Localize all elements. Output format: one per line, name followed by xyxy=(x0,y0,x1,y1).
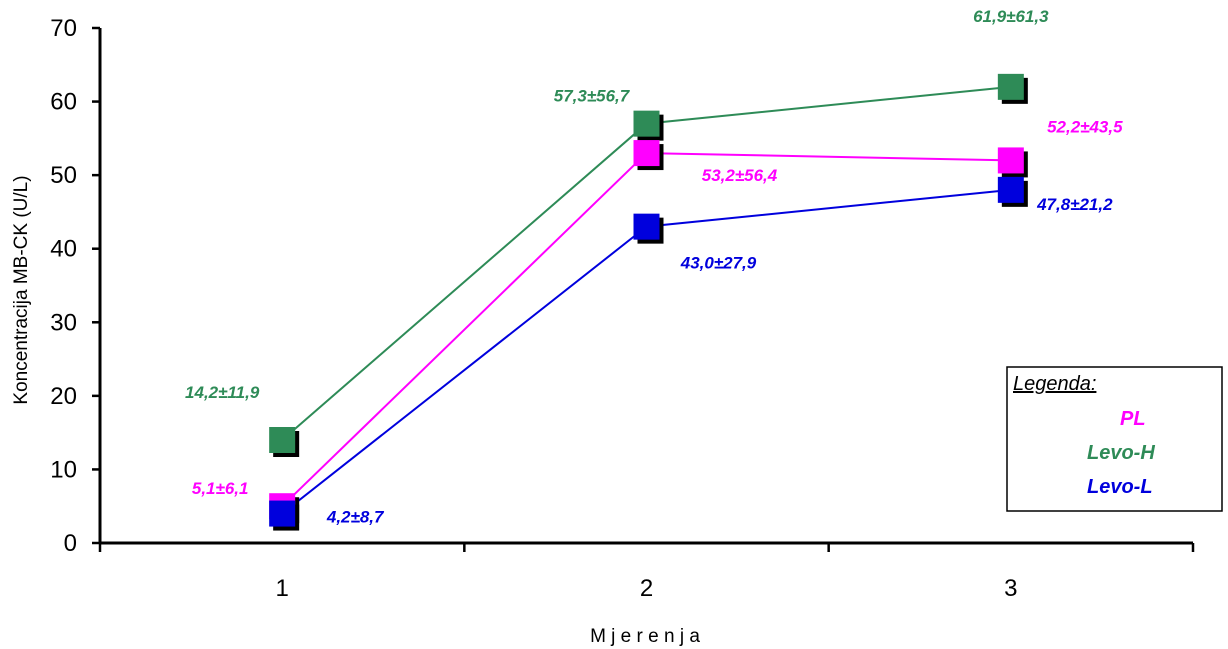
data-point-levo-l xyxy=(997,176,1024,203)
x-axis-title: M j e r e n j a xyxy=(590,626,700,647)
series-line-pl xyxy=(281,152,1011,507)
y-tick-label: 50 xyxy=(50,162,77,189)
data-label-levo-h: 57,3±56,7 xyxy=(554,87,631,106)
data-point-levo-l xyxy=(633,213,660,240)
data-labels: 14,2±11,9 57,3±56,7 61,9±61,3 5,1±6,1 53,2±5… xyxy=(185,7,1123,527)
legend-item-pl: PL xyxy=(1120,408,1146,430)
data-point-pl xyxy=(633,140,660,167)
x-tick-label: 2 xyxy=(640,575,653,602)
y-axis-title: Koncentracija MB-CK (U/L) xyxy=(11,175,32,404)
y-tick-label: 10 xyxy=(50,456,77,483)
x-tick-label: 1 xyxy=(275,575,288,602)
y-tick-label: 30 xyxy=(50,309,77,336)
legend-title: Legenda: xyxy=(1013,373,1096,395)
legend-item-levo-l: Levo-L xyxy=(1087,476,1153,498)
data-label-pl: 5,1±6,1 xyxy=(192,479,249,498)
y-tick-label: 60 xyxy=(50,89,77,116)
y-tick-label: 70 xyxy=(50,15,77,42)
data-label-pl: 53,2±56,4 xyxy=(702,166,778,185)
data-label-levo-l: 4,2±8,7 xyxy=(326,508,385,527)
data-point-levo-l xyxy=(269,500,296,527)
x-tick-label: 3 xyxy=(1004,575,1017,602)
data-label-pl: 52,2±43,5 xyxy=(1047,117,1123,136)
y-tick-label: 0 xyxy=(64,530,77,557)
legend-item-levo-h: Levo-H xyxy=(1087,442,1155,464)
data-label-levo-h: 61,9±61,3 xyxy=(973,7,1049,26)
data-point-levo-h xyxy=(633,110,660,137)
legend: Legenda: PL Levo-H Levo-L xyxy=(1006,366,1223,512)
y-tick-label: 40 xyxy=(50,236,77,263)
axes: 0 10 20 30 40 50 60 70 1 2 3 xyxy=(50,15,1195,602)
data-label-levo-h: 14,2±11,9 xyxy=(185,383,260,402)
legend-box xyxy=(1006,366,1223,512)
series-layer xyxy=(269,73,1028,531)
data-point-levo-h xyxy=(269,427,296,453)
y-tick-label: 20 xyxy=(50,383,77,410)
data-point-pl xyxy=(997,147,1024,174)
data-point-levo-h xyxy=(997,73,1024,100)
data-label-levo-l: 43,0±27,9 xyxy=(680,254,757,273)
data-label-levo-l: 47,8±21,2 xyxy=(1036,195,1113,214)
